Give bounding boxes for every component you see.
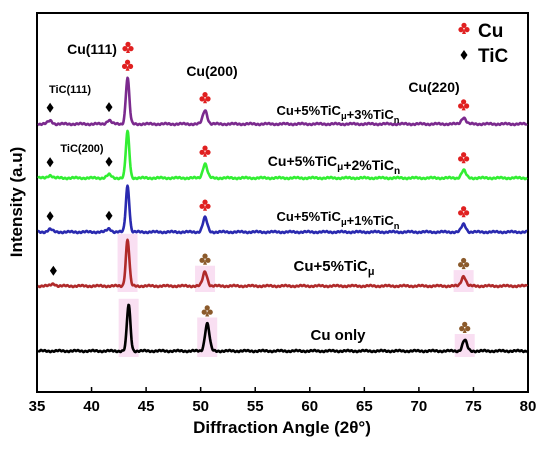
legend-cu-icon xyxy=(458,22,470,34)
x-tick-label: 60 xyxy=(301,398,318,415)
peak-highlight xyxy=(118,298,139,357)
cu111-club-marker xyxy=(122,41,134,53)
cu-marker-club xyxy=(121,59,134,71)
series-layer xyxy=(37,59,528,357)
tic-marker-diamond xyxy=(105,102,113,113)
x-tick-label: 75 xyxy=(465,398,482,415)
legend: Cu TiC xyxy=(458,21,509,67)
series-cu-5-tic-2-ticn xyxy=(37,129,528,181)
tic-marker-diamond xyxy=(46,102,54,113)
x-axis-label: Diffraction Angle (2θ°) xyxy=(193,418,371,437)
tic-marker-diamond xyxy=(46,157,54,168)
y-axis-label: Intensity (a.u) xyxy=(7,147,26,258)
series-cu-5-tic-1-ticn xyxy=(37,184,528,235)
x-axis-ticks: 35 40 45 50 55 60 65 70 75 80 xyxy=(29,387,537,415)
series-label: Cu only xyxy=(311,327,367,344)
legend-tic-label: TiC xyxy=(478,46,509,67)
cu-marker-club xyxy=(199,92,211,104)
peak-highlight xyxy=(195,265,216,292)
series-cu-5-tic xyxy=(37,233,528,292)
peak-label-tic-111: TiC(111) xyxy=(49,84,91,96)
legend-tic-icon xyxy=(460,50,468,60)
pattern-line xyxy=(37,129,528,181)
peak-label-tic-200: TiC(200) xyxy=(60,143,104,155)
x-tick-label: 55 xyxy=(247,398,264,415)
cu-marker-club xyxy=(199,199,211,211)
x-tick-label: 45 xyxy=(138,398,155,415)
x-tick-label: 80 xyxy=(520,398,537,415)
pattern-line xyxy=(37,184,528,235)
pattern-line xyxy=(37,303,528,354)
series-cu-only xyxy=(37,298,528,357)
series-label: Cu+5%TiCμ+3%TiCn xyxy=(277,103,400,125)
cu-marker-club xyxy=(459,321,471,333)
tic-marker-diamond xyxy=(105,156,113,167)
cu-marker-club xyxy=(458,206,470,218)
plot-frame xyxy=(36,12,529,393)
tic-marker-diamond xyxy=(49,265,57,276)
peak-highlight xyxy=(454,334,475,357)
tic-marker-diamond xyxy=(46,211,54,222)
cu-marker-club xyxy=(458,99,470,111)
peak-highlight xyxy=(453,270,474,292)
cu-marker-club xyxy=(199,253,211,265)
series-label: Cu+5%TiCμ+1%TiCn xyxy=(277,209,400,231)
legend-cu-label: Cu xyxy=(478,21,503,42)
peak-highlight xyxy=(117,233,138,292)
x-tick-label: 65 xyxy=(356,398,373,415)
series-cu-5-tic-3-ticn xyxy=(37,59,528,127)
cu-marker-club xyxy=(199,145,211,157)
peak-label-cu-200: Cu(200) xyxy=(186,63,237,79)
cu-marker-club xyxy=(201,305,213,317)
cu-marker-club xyxy=(458,152,470,164)
x-tick-label: 35 xyxy=(29,398,46,415)
peak-label-cu-220: Cu(220) xyxy=(408,79,459,95)
tic-marker-diamond xyxy=(105,210,113,221)
cu-marker-club xyxy=(458,257,470,270)
series-label: Cu+5%TiCμ xyxy=(294,258,375,278)
x-tick-label: 70 xyxy=(411,398,428,415)
pattern-line xyxy=(37,238,528,289)
x-tick-label: 40 xyxy=(83,398,100,415)
pattern-line xyxy=(37,76,528,127)
x-tick-label: 50 xyxy=(192,398,209,415)
peak-label-cu-111: Cu(111) xyxy=(67,41,117,57)
series-label: Cu+5%TiCμ+2%TiCn xyxy=(268,153,400,177)
peak-labels: Cu+5%TiCμ+3%TiCn Cu+5%TiCμ+2%TiCn Cu+5%TiC… xyxy=(49,41,460,344)
